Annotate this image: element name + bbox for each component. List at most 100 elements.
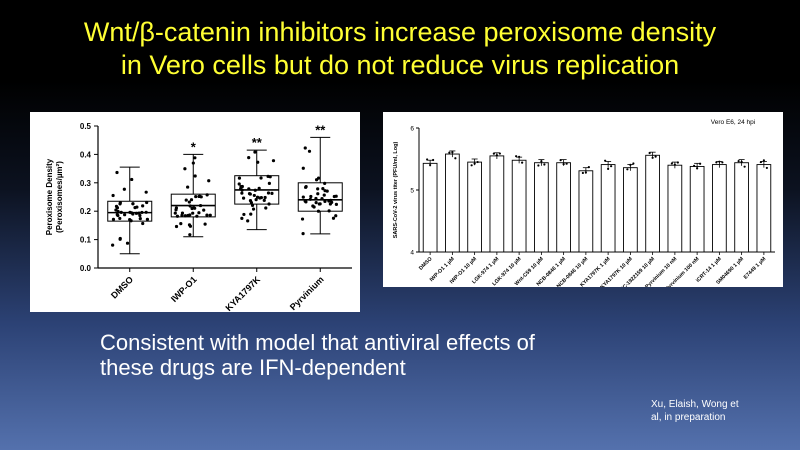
data-point	[193, 156, 197, 160]
bar-group	[467, 158, 482, 253]
data-point	[195, 214, 199, 218]
bar-group	[689, 162, 705, 253]
y-tick-label: 0.1	[80, 236, 92, 245]
replicate-point	[537, 164, 540, 167]
bar-group	[445, 150, 460, 253]
y-tick-label: 0.0	[80, 264, 92, 273]
replicate-point	[581, 171, 584, 175]
data-point	[192, 206, 196, 210]
data-point	[334, 214, 338, 218]
data-point	[197, 211, 201, 215]
citation: Xu, Elaish, Wong et al, in preparation	[651, 398, 786, 424]
data-point	[252, 193, 256, 198]
replicate-point	[565, 162, 568, 165]
replicate-point	[673, 163, 676, 166]
data-point	[317, 202, 321, 206]
data-point	[250, 203, 255, 208]
data-point	[189, 198, 194, 202]
data-point	[240, 216, 244, 220]
bar	[600, 164, 616, 253]
data-point	[180, 211, 185, 215]
y-tick-label: 0.5	[80, 122, 92, 131]
data-point	[247, 191, 252, 196]
bar	[511, 159, 527, 253]
replicate-point	[629, 163, 632, 166]
bar-group	[712, 160, 727, 253]
data-point	[325, 189, 329, 193]
y-tick-label: 0.3	[80, 179, 92, 188]
replicate-point	[470, 164, 473, 167]
data-point	[316, 187, 320, 191]
bar	[556, 162, 571, 253]
bar-group	[623, 162, 638, 253]
data-point	[267, 181, 271, 186]
replicate-point	[604, 159, 607, 162]
replicate-point	[521, 161, 524, 164]
replicate-point	[473, 162, 476, 165]
data-point	[125, 241, 130, 245]
data-point	[188, 233, 192, 237]
data-point	[247, 156, 251, 160]
data-point	[301, 195, 305, 199]
data-point	[114, 204, 119, 208]
slide-title-line-1: Wnt/β-catenin inhibitors increase peroxi…	[83, 17, 717, 47]
replicate-point	[429, 163, 432, 167]
y-tick-label: 4	[410, 250, 414, 257]
bar-group	[645, 151, 660, 253]
data-point	[328, 202, 332, 206]
data-point	[174, 224, 179, 229]
data-point	[130, 177, 134, 182]
replicate-point	[654, 155, 657, 158]
box-group	[107, 166, 153, 255]
data-point	[334, 202, 339, 206]
significance-marker: *	[191, 139, 197, 154]
data-point	[264, 206, 268, 210]
data-point	[301, 166, 305, 170]
data-point	[249, 212, 253, 216]
data-point	[270, 191, 274, 195]
replicate-point	[495, 154, 498, 157]
bar	[689, 165, 705, 253]
bar	[445, 153, 460, 253]
x-tick-label: IWP-O1	[169, 274, 199, 304]
data-point	[205, 193, 209, 197]
bar-group	[600, 159, 616, 253]
box-group	[234, 149, 280, 231]
data-point	[145, 200, 149, 205]
bar-group	[734, 159, 749, 253]
data-point	[187, 223, 192, 227]
data-point	[303, 146, 307, 150]
replicate-point	[765, 166, 768, 170]
data-point	[202, 208, 206, 212]
data-point	[239, 185, 243, 189]
data-point	[321, 186, 325, 191]
data-point	[122, 187, 126, 191]
data-point	[327, 209, 331, 213]
data-point	[316, 209, 321, 213]
data-point	[251, 207, 256, 211]
citation-line-2: al, in preparation	[651, 412, 726, 423]
data-point	[184, 198, 188, 202]
replicate-point	[715, 161, 718, 164]
replicate-point	[718, 160, 721, 163]
slide-subtitle-line-1: Consistent with model that antiviral eff…	[100, 330, 535, 355]
replicate-point	[743, 165, 746, 168]
replicate-point	[696, 167, 699, 170]
data-point	[174, 206, 178, 210]
data-point	[141, 221, 145, 226]
replicate-point	[651, 156, 654, 159]
peroxisome-density-box-plot: 0.0 0.1 0.2 0.3 0.4 0.5 Peroxisome Density(Per…	[45, 122, 352, 312]
y-tick-label: 5	[410, 188, 414, 195]
data-point	[304, 185, 308, 189]
replicate-point	[610, 165, 613, 168]
replicate-point	[559, 159, 562, 162]
data-point	[307, 149, 312, 153]
data-point	[263, 195, 267, 200]
data-point	[237, 176, 242, 180]
replicate-point	[426, 158, 429, 161]
replicate-point	[454, 157, 457, 160]
data-point	[311, 204, 315, 208]
virus-titer-chart-panel: 4 5 6 SARS-CoV-2 virus titer (PFU/ml, Log) V…	[383, 112, 783, 287]
data-point	[301, 231, 305, 236]
data-point	[246, 219, 250, 223]
